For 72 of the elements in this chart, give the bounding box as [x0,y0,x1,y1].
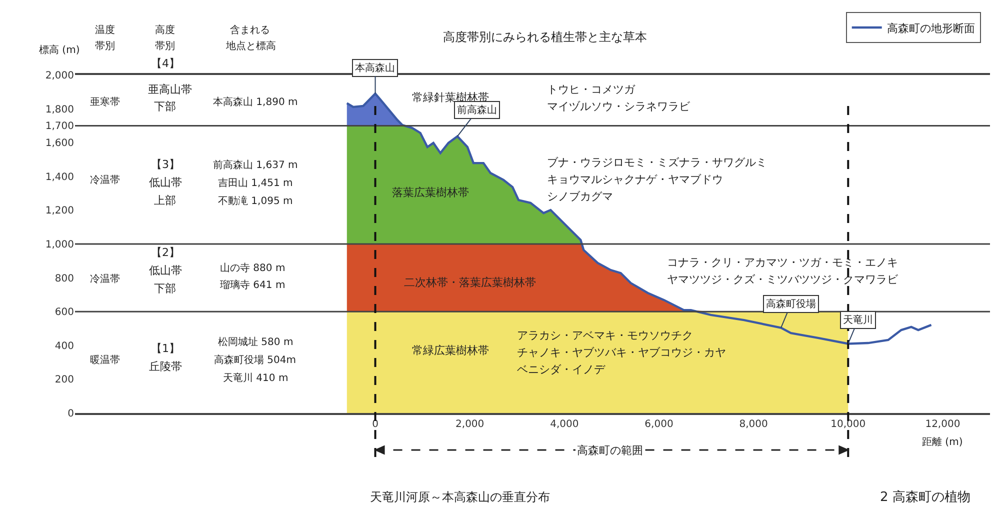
text: 含まれる [230,24,270,36]
annotation: アラカシ・アベマキ・モウソウチク [517,329,693,342]
text: 地点と標高 [225,40,276,52]
x-tick-label: 12,000 [925,418,960,430]
annotation: コナラ・クリ・アカマツ・ツガ・モミ・エノキ [667,256,898,269]
y-tick-label: 0 [68,408,74,420]
annotation: 冷温帯 [90,273,120,285]
annotation: 落葉広葉樹林帯 [392,186,469,199]
y-tick-label: 800 [54,273,74,284]
annotation: 【2】 [151,246,180,259]
annotation: キョウマルシャクナゲ・ヤマブドウ [547,173,723,186]
annotation: 暖温帯 [90,354,120,366]
y-tick-label: 1,000 [45,240,74,250]
x-tick-label: 6,000 [644,418,674,430]
annotation: 上部 [154,194,176,207]
annotation: 前高森山 [457,104,497,116]
annotation: 丘陵帯 [149,360,182,373]
annotation: 二次林帯・落葉広葉樹林帯 [404,276,536,289]
annotation: チャノキ・ヤブツバキ・ヤブコウジ・カヤ [517,346,726,359]
text: 【4】 [151,57,180,70]
annotation: 本高森山 [355,62,395,74]
y-tick-label: 1,600 [45,138,74,150]
y-tick-label: 400 [54,340,74,352]
text: 2 高森町の植物 [880,489,970,505]
annotation: 山の寺 880 m [220,262,286,274]
text: 帯別 [155,40,175,52]
x-tick-label: 10,000 [830,418,866,430]
y-tick-label: 2,000 [45,70,74,82]
y-axis-title: 標高 (m) [39,44,80,56]
annotation: 【1】 [151,342,180,355]
text: 温度 [95,24,115,36]
annotation: 不動滝 1,095 m [218,195,293,207]
annotation: 【3】 [151,158,180,171]
annotation: 瑠璃寺 641 m [220,279,286,291]
annotation: 天竜川 [843,314,873,326]
x-tick-label: 8,000 [739,418,768,430]
annotation: 亜寒帯 [90,96,120,108]
text: 天竜川河原～本高森山の垂直分布 [370,490,550,504]
annotation: 常緑広葉樹林帯 [412,344,489,357]
annotation: 下部 [154,100,176,113]
annotation: 高森町役場 504m [214,354,296,366]
y-tick-label: 200 [54,374,74,386]
x-tick-label: 2,000 [456,418,484,430]
y-tick-label: 1,800 [45,104,74,116]
annotation: トウヒ・コメツガ [547,83,636,96]
annotation: 低山帯 [149,176,182,189]
annotation: ベニシダ・イノデ [517,363,606,376]
annotation: マイヅルソウ・シラネワラビ [547,100,691,113]
annotation: 吉田山 1,451 m [218,177,293,189]
annotation: 本高森山 1,890 m [213,96,298,108]
y-tick-label: 600 [54,307,74,318]
chart-title: 高度帯別にみられる植生帯と主な草本 [443,30,647,44]
annotation: ヤマツツジ・クズ・ミツバツツジ・クマワラビ [667,273,899,286]
annotation: ブナ・ウラジロモミ・ミズナラ・サワグルミ [547,156,767,169]
annotation: 天竜川 410 m [223,372,288,384]
annotation: 低山帯 [149,264,182,277]
annotation: 松岡城址 580 m [218,336,294,348]
text: 高度 [155,24,175,36]
legend-label: 高森町の地形断面 [886,22,975,35]
annotation: シノブカグマ [547,190,613,203]
x-axis-title: 距離 (m) [922,436,963,448]
y-tick-label: 1,200 [45,206,74,217]
annotation: 冷温帯 [90,174,120,186]
y-tick-label: 1,700 [45,121,74,132]
y-tick-label: 1,400 [45,172,74,183]
annotation: 亜高山帯 [148,83,192,96]
text: 高森町の範囲 [577,444,643,457]
x-tick-label: 4,000 [550,418,579,430]
annotation: 下部 [154,282,176,295]
annotation: 前高森山 1,637 m [213,159,298,171]
text: 帯別 [95,40,115,52]
annotation: 高森町役場 [766,298,816,310]
